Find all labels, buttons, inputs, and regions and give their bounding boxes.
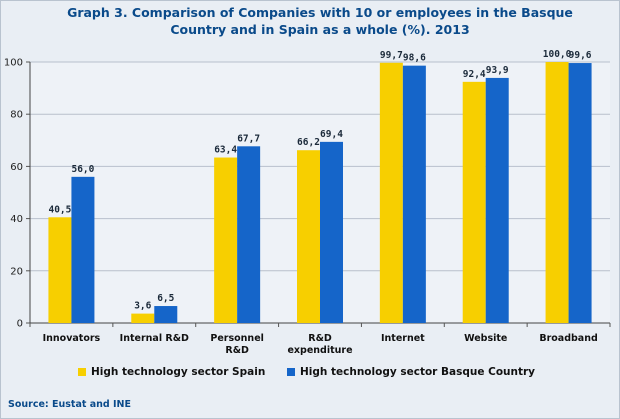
chart-title: Graph 3. Comparison of Companies with 10… [40,4,600,38]
bar-0-2 [214,157,238,323]
legend-item-basque: High technology sector Basque Country [286,366,536,378]
data-label-0-5: 92,4 [463,69,486,80]
data-label-1-0: 56,0 [71,164,94,175]
x-category-label-1-0: Internal R&D [120,333,189,344]
y-tick-label-0: 0 [17,319,23,330]
x-category-label-3-0: R&D [308,333,332,344]
bar-0-0 [48,217,72,323]
data-label-0-3: 66,2 [297,137,320,148]
x-category-label-6-0: Broadband [539,333,597,344]
data-label-1-4: 98,6 [403,53,426,64]
bar-1-2 [237,146,261,323]
y-tick-label-100: 100 [4,58,23,69]
legend-swatch-spain [78,368,86,376]
bar-1-3 [320,141,343,323]
bar-1-5 [485,77,509,324]
x-category-label-2-1: R&D [225,345,249,356]
data-label-1-5: 93,9 [486,65,509,76]
y-tick-label-40: 40 [10,214,23,225]
bar-0-5 [462,81,486,323]
x-category-label-5-0: Website [464,333,507,344]
legend: High technology sector Spain High techno… [78,366,598,379]
bar-0-6 [545,62,569,323]
data-label-1-2: 67,7 [237,133,260,144]
x-category-label-4-0: Internet [381,333,425,344]
y-tick-label-60: 60 [10,162,23,173]
chart-title-line-1: Graph 3. Comparison of Companies with 10… [67,5,573,20]
bar-1-1 [154,306,178,323]
chart-title-line-2: Country and in Spain as a whole (%). 201… [170,22,470,37]
data-label-0-4: 99,7 [380,50,403,61]
bar-0-1 [131,313,155,323]
data-label-1-6: 99,6 [569,50,592,61]
bar-0-3 [297,150,320,323]
bar-0-4 [379,62,403,324]
data-label-0-0: 40,5 [48,204,71,215]
x-category-label-0-0: Innovators [43,333,101,344]
data-label-0-2: 63,4 [214,145,237,156]
legend-label-spain: High technology sector Spain [91,366,266,378]
y-tick-label-20: 20 [10,266,23,277]
source-note: Source: Eustat and INE [8,399,131,410]
y-tick-label-80: 80 [10,110,23,121]
bar-1-6 [568,63,592,323]
data-label-0-1: 3,6 [134,301,151,312]
bar-1-4 [402,65,426,324]
x-category-label-2-0: Personnel [210,333,264,344]
bar-1-0 [71,176,95,323]
legend-swatch-basque [286,368,295,376]
data-label-1-1: 6,5 [157,293,174,304]
data-label-0-6: 100,0 [543,49,572,60]
x-category-label-3-1: expenditure [287,345,352,356]
data-label-1-3: 69,4 [320,129,343,140]
legend-item-spain: High technology sector Spain [78,366,265,378]
legend-label-basque: High technology sector Basque Country [299,366,536,378]
